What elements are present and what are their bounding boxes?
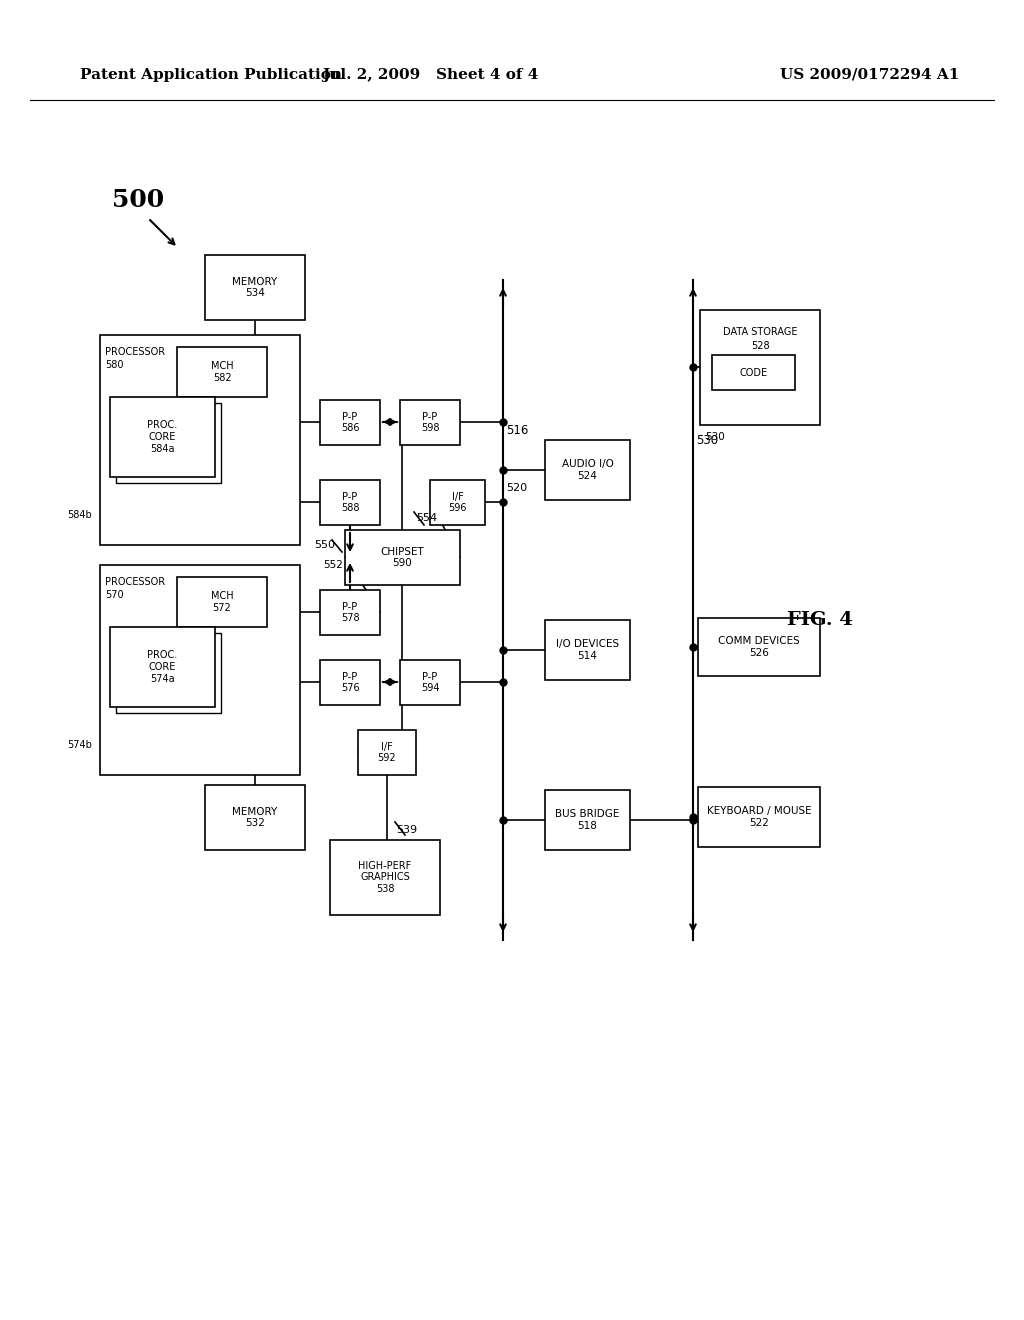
Text: FIG. 4: FIG. 4 [787,611,853,630]
Text: P-P
576: P-P 576 [341,672,359,693]
Text: MEMORY
534: MEMORY 534 [232,277,278,298]
Bar [319,660,380,705]
Text: KEYBOARD / MOUSE
522: KEYBOARD / MOUSE 522 [707,807,811,828]
Bar [330,840,440,915]
Text: P-P
598: P-P 598 [421,412,439,433]
Text: 520: 520 [507,483,527,492]
Text: 550: 550 [314,540,336,550]
Bar [430,480,485,525]
Bar [358,730,416,775]
Text: PROC.
CORE
574a: PROC. CORE 574a [147,651,177,684]
Bar [177,347,267,397]
Text: COMM DEVICES
526: COMM DEVICES 526 [718,636,800,657]
Text: 552: 552 [323,560,343,570]
Text: 570: 570 [105,590,124,601]
Bar [698,618,820,676]
Bar [110,397,215,477]
Bar [110,627,215,708]
Bar [400,400,460,445]
Text: 580: 580 [105,360,124,370]
Bar [100,565,300,775]
Bar [345,531,460,585]
Text: BUS BRIDGE
518: BUS BRIDGE 518 [555,809,620,830]
Bar [400,660,460,705]
Text: PROCESSOR: PROCESSOR [105,347,165,356]
Text: 584b: 584b [68,510,92,520]
Bar [116,634,221,713]
Text: HIGH-PERF
GRAPHICS
538: HIGH-PERF GRAPHICS 538 [358,861,412,894]
Text: 539: 539 [396,825,418,836]
Text: 530: 530 [705,432,725,442]
Text: CHIPSET
590: CHIPSET 590 [381,546,424,569]
Text: MEMORY
532: MEMORY 532 [232,807,278,829]
Text: Patent Application Publication: Patent Application Publication [80,69,342,82]
Bar [545,789,630,850]
Text: 528: 528 [751,341,769,351]
Text: DATA STORAGE: DATA STORAGE [723,327,798,337]
Text: 530: 530 [696,433,718,446]
Bar [698,787,820,847]
Bar [205,785,305,850]
Bar [116,403,221,483]
Text: AUDIO I/O
524: AUDIO I/O 524 [561,459,613,480]
Text: 500: 500 [112,187,164,213]
Text: I/F
592: I/F 592 [378,742,396,763]
Text: I/F
596: I/F 596 [449,492,467,513]
Bar [205,255,305,319]
Bar [545,440,630,500]
Text: US 2009/0172294 A1: US 2009/0172294 A1 [780,69,959,82]
Bar [712,355,795,389]
Text: P-P
586: P-P 586 [341,412,359,433]
Bar [319,480,380,525]
Text: P-P
588: P-P 588 [341,492,359,513]
Text: CODE: CODE [739,367,768,378]
Text: 516: 516 [506,424,528,437]
Bar [319,400,380,445]
Text: Jul. 2, 2009   Sheet 4 of 4: Jul. 2, 2009 Sheet 4 of 4 [322,69,539,82]
Text: P-P
578: P-P 578 [341,602,359,623]
Text: MCH
572: MCH 572 [211,591,233,612]
Text: PROC.
CORE
584a: PROC. CORE 584a [147,420,177,454]
Text: PROCESSOR: PROCESSOR [105,577,165,587]
Text: P-P
594: P-P 594 [421,672,439,693]
Bar [319,590,380,635]
Text: 554: 554 [417,513,437,523]
Bar [545,620,630,680]
Text: 574b: 574b [68,741,92,750]
Text: I/O DEVICES
514: I/O DEVICES 514 [556,639,620,661]
Bar [700,310,820,425]
Text: MCH
582: MCH 582 [211,362,233,383]
Bar [177,577,267,627]
Bar [100,335,300,545]
